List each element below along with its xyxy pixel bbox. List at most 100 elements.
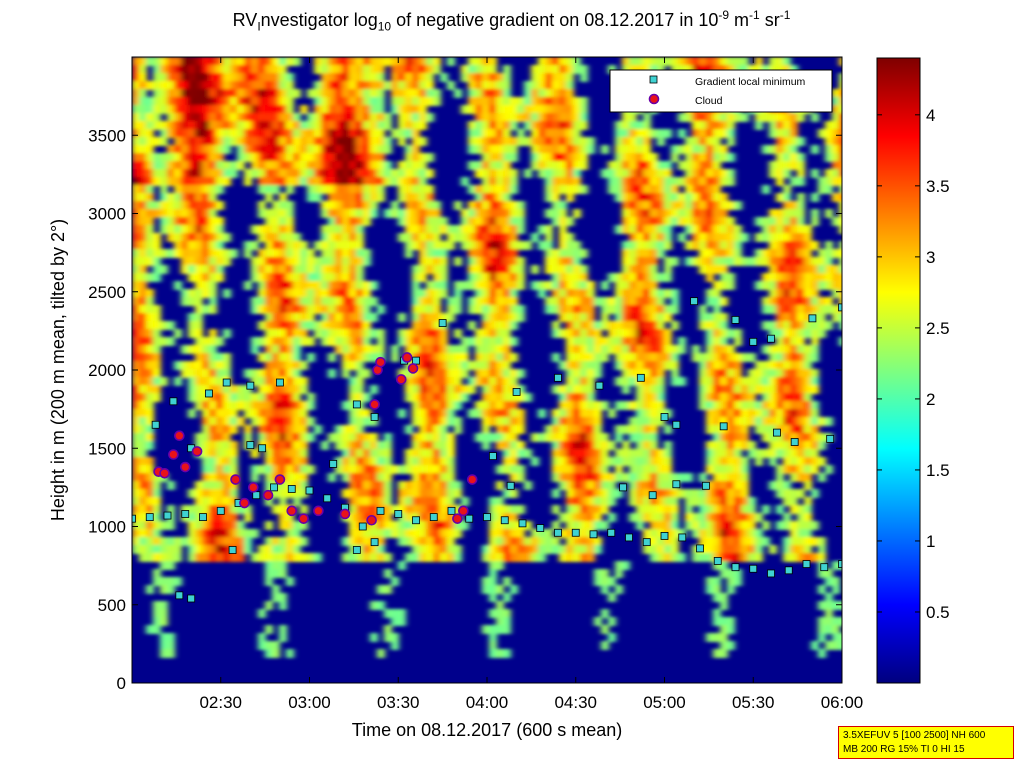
heatmap-cell [328, 305, 336, 314]
heatmap-cell [510, 545, 518, 554]
heatmap-cell [825, 569, 833, 578]
heatmap-cell [573, 281, 581, 290]
heatmap-cell [734, 257, 742, 266]
heatmap-cell [622, 249, 630, 258]
heatmap-cell [650, 393, 658, 402]
heatmap-cell [797, 233, 805, 242]
heatmap-cell [734, 201, 742, 210]
heatmap-cell [706, 177, 714, 186]
heatmap-cell [412, 73, 420, 82]
heatmap-cell [202, 233, 210, 242]
heatmap-cell [174, 209, 182, 218]
heatmap-cell [433, 401, 441, 410]
heatmap-cell [335, 225, 343, 234]
heatmap-cell [412, 505, 420, 514]
heatmap-cell [580, 553, 588, 562]
heatmap-cell [139, 481, 147, 490]
heatmap-cell [195, 513, 203, 522]
heatmap-cell [720, 273, 728, 282]
heatmap-cell [503, 305, 511, 314]
heatmap-cell [790, 473, 798, 482]
heatmap-cell [713, 561, 721, 570]
heatmap-cell [286, 369, 294, 378]
heatmap-cell [825, 273, 833, 282]
heatmap-cell [762, 361, 770, 370]
heatmap-cell [566, 473, 574, 482]
heatmap-cell [216, 337, 224, 346]
heatmap-cell [216, 185, 224, 194]
heatmap-cell [132, 409, 140, 418]
heatmap-cell [636, 273, 644, 282]
heatmap-cell [349, 337, 357, 346]
heatmap-cell [510, 185, 518, 194]
heatmap-cell [692, 345, 700, 354]
heatmap-cell [783, 553, 791, 562]
heatmap-cell [426, 313, 434, 322]
heatmap-cell [244, 105, 252, 114]
heatmap-cell [489, 81, 497, 90]
heatmap-cell [251, 337, 259, 346]
heatmap-cell [328, 177, 336, 186]
heatmap-cell [216, 457, 224, 466]
heatmap-cell [797, 425, 805, 434]
heatmap-cell [363, 409, 371, 418]
heatmap-cell [573, 185, 581, 194]
heatmap-cell [174, 193, 182, 202]
heatmap-cell [377, 481, 385, 490]
heatmap-cell [342, 449, 350, 458]
heatmap-cell [475, 113, 483, 122]
heatmap-cell [433, 217, 441, 226]
heatmap-cell [286, 97, 294, 106]
heatmap-cell [132, 273, 140, 282]
heatmap-cell [335, 137, 343, 146]
heatmap-cell [300, 489, 308, 498]
heatmap-cell [517, 553, 525, 562]
heatmap-cell [272, 185, 280, 194]
heatmap-cell [636, 209, 644, 218]
heatmap-cell [132, 505, 140, 514]
heatmap-cell [713, 545, 721, 554]
heatmap-cell [692, 225, 700, 234]
heatmap-cell [377, 145, 385, 154]
heatmap-cell [328, 57, 336, 66]
heatmap-cell [797, 409, 805, 418]
heatmap-cell [727, 529, 735, 538]
heatmap-cell [482, 241, 490, 250]
heatmap-cell [741, 505, 749, 514]
heatmap-cell [594, 473, 602, 482]
heatmap-cell [230, 113, 238, 122]
heatmap-cell [818, 129, 826, 138]
heatmap-cell [713, 201, 721, 210]
heatmap-cell [139, 177, 147, 186]
heatmap-cell [335, 313, 343, 322]
heatmap-cell [678, 345, 686, 354]
heatmap-cell [566, 425, 574, 434]
heatmap-cell [363, 185, 371, 194]
heatmap-cell [216, 537, 224, 546]
heatmap-cell [762, 449, 770, 458]
heatmap-cell [811, 553, 819, 562]
heatmap-cell [174, 553, 182, 562]
heatmap-cell [566, 145, 574, 154]
heatmap-cell [727, 409, 735, 418]
heatmap-cell [839, 337, 842, 346]
heatmap-cell [566, 289, 574, 298]
gradient-minimum-point [636, 373, 645, 382]
heatmap-cell [384, 569, 392, 578]
heatmap-cell [139, 81, 147, 90]
heatmap-cell [328, 257, 336, 266]
heatmap-cell [335, 425, 343, 434]
heatmap-cell [433, 369, 441, 378]
heatmap-cell [293, 113, 301, 122]
heatmap-cell [300, 329, 308, 338]
heatmap-cell [146, 393, 154, 402]
heatmap-cell [510, 377, 518, 386]
heatmap-cell [363, 553, 371, 562]
heatmap-cell [573, 241, 581, 250]
heatmap-cell [734, 481, 742, 490]
heatmap-cell [545, 161, 553, 170]
heatmap-cell [342, 65, 350, 74]
heatmap-cell [328, 281, 336, 290]
heatmap-cell [678, 113, 686, 122]
heatmap-cell [832, 625, 840, 634]
